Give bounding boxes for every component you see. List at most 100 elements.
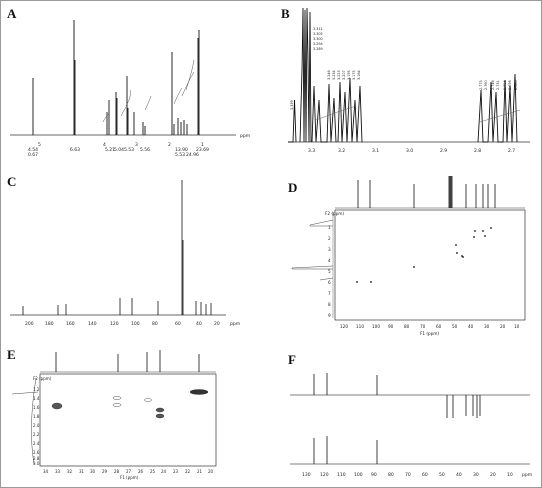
axis-tick: 130 — [302, 472, 311, 478]
panel-label-f: F — [288, 352, 296, 367]
x-tick: 100 — [372, 324, 380, 329]
axis-tick: 2.7 — [508, 148, 515, 154]
x-tick: 70 — [420, 324, 426, 329]
y-tick: 2.0 — [33, 423, 40, 428]
x-tick: 60 — [436, 324, 442, 329]
axis-tick: 100 — [131, 321, 140, 327]
y-tick: 3.0 — [33, 461, 40, 466]
y-tick: 5 — [328, 269, 331, 274]
x-tick: 90 — [388, 324, 394, 329]
peak-label: 3.294 — [313, 42, 323, 46]
peak-label: 3.305 — [313, 32, 323, 36]
axis-tick: 20 — [214, 321, 220, 327]
x-tick: 30 — [484, 324, 490, 329]
peak-label: 3.339 — [290, 100, 294, 110]
y-tick: 2.6 — [33, 450, 40, 455]
axis-tick: 180 — [45, 321, 54, 327]
x-tick: 20 — [500, 324, 506, 329]
x-tick: 26 — [138, 469, 144, 474]
x-tick: 27 — [126, 469, 132, 474]
x-tick: 33 — [55, 469, 61, 474]
integral-label: 5.21 — [105, 147, 115, 153]
x-tick: 34 — [43, 469, 49, 474]
axis-tick: 2.8 — [474, 148, 481, 154]
axis-tick: 1 — [201, 142, 204, 148]
f2-label: F2 (ppm) — [325, 211, 344, 216]
axis-tick: 3 — [135, 142, 138, 148]
panel-e-hsqc: F2 (ppm) 1.2 1.4 1.6 1.8 2.0 2.2 2.4 2.6… — [11, 350, 217, 480]
x-tick: 80 — [404, 324, 410, 329]
peak-label: 3.311 — [313, 27, 323, 31]
peak-label: 2.716 — [503, 80, 507, 90]
axis-tick: 2 — [168, 142, 171, 148]
panel-b-spectrum: 3.3 3.2 3.1 3.0 2.9 2.8 2.7 3.339 3.311 … — [288, 7, 530, 154]
axis-tick: 140 — [88, 321, 97, 327]
peak-label: 3.175 — [352, 70, 356, 80]
x-tick: 50 — [452, 324, 458, 329]
peak-label: 3.164 — [357, 70, 361, 80]
axis-tick: 3.1 — [372, 148, 379, 154]
axis-tick: 120 — [320, 472, 329, 478]
peak-label: 2.685 — [514, 80, 518, 90]
x-tick: 25 — [150, 469, 156, 474]
peak-label: 3.246 — [327, 70, 331, 80]
peak-label: 3.207 — [342, 70, 346, 80]
panel-a-spectrum: 5 4 3 2 1 ppm 4.54 0.67 6.63 5.21 5.04 5… — [10, 20, 250, 158]
x-tick: 32 — [67, 469, 73, 474]
axis-tick: 4 — [103, 142, 106, 148]
x-tick: 31 — [79, 469, 85, 474]
ppm-label: ppm — [522, 473, 532, 478]
axis-tick: 200 — [25, 321, 34, 327]
axis-tick: 60 — [175, 321, 181, 327]
axis-tick: 5 — [38, 142, 41, 148]
y-tick: 1.8 — [33, 414, 40, 419]
axis-tick: 80 — [152, 321, 158, 327]
peak-label: 2.760 — [484, 80, 488, 90]
peak-label: 2.775 — [479, 80, 483, 90]
axis-tick: 70 — [405, 472, 411, 478]
axis-tick: 90 — [371, 472, 377, 478]
integral-label: 6.63 — [70, 147, 80, 153]
y-tick: 1.6 — [33, 405, 40, 410]
ppm-label: ppm — [240, 134, 250, 139]
axis-tick: 30 — [473, 472, 479, 478]
axis-tick: 40 — [196, 321, 202, 327]
axis-tick: 2.9 — [440, 148, 447, 154]
axis-tick: 3.0 — [406, 148, 413, 154]
axis-tick: 120 — [110, 321, 119, 327]
y-tick: 4 — [328, 258, 331, 263]
axis-tick: 160 — [66, 321, 75, 327]
y-tick: 9 — [328, 313, 331, 318]
panel-label-b: B — [281, 6, 290, 21]
f1-label: F1 (ppm) — [420, 331, 439, 336]
y-tick: 1 — [328, 225, 331, 230]
x-tick: 24 — [161, 469, 167, 474]
peak-label: 2.698 — [508, 80, 512, 90]
integral-label: 13.90 — [175, 147, 188, 153]
y-tick: 2 — [328, 236, 331, 241]
panel-c-spectrum: 200 180 160 140 120 100 80 60 40 20 ppm — [10, 180, 240, 327]
f2-label: F2 (ppm) — [33, 376, 52, 381]
axis-tick: 100 — [354, 472, 363, 478]
panel-f-dept: 130 120 110 100 90 80 70 60 50 40 30 20 … — [290, 373, 532, 478]
y-tick: 2.4 — [33, 441, 40, 446]
integral-label: 0.67 — [28, 152, 38, 158]
axis-tick: 110 — [337, 472, 346, 478]
integral-label: 5.53 — [175, 152, 185, 158]
y-tick: 2.2 — [33, 432, 40, 437]
f1-label: F1 (ppm) — [120, 475, 139, 480]
axis-tick: 60 — [422, 472, 428, 478]
y-tick: 8 — [328, 302, 331, 307]
x-tick: 20 — [208, 469, 214, 474]
integral-label: 5.04 — [114, 147, 124, 153]
axis-tick: 50 — [439, 472, 445, 478]
x-tick: 120 — [340, 324, 348, 329]
integral-label: 4.54 — [28, 147, 38, 153]
axis-tick: 10 — [507, 472, 513, 478]
x-tick: 21 — [197, 469, 203, 474]
peak-label: 3.195 — [347, 70, 351, 80]
ppm-label: ppm — [230, 322, 240, 327]
x-tick: 22 — [185, 469, 191, 474]
integral-label: 23.69 — [196, 147, 209, 153]
x-tick: 23 — [173, 469, 179, 474]
